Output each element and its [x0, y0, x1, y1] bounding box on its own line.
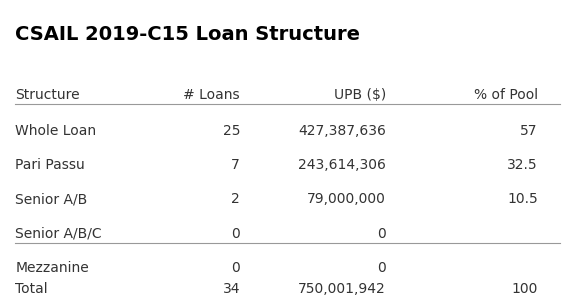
Text: 57: 57 [520, 124, 538, 138]
Text: # Loans: # Loans [184, 88, 240, 102]
Text: % of Pool: % of Pool [474, 88, 538, 102]
Text: 750,001,942: 750,001,942 [298, 282, 386, 296]
Text: 100: 100 [511, 282, 538, 296]
Text: CSAIL 2019-C15 Loan Structure: CSAIL 2019-C15 Loan Structure [15, 25, 360, 44]
Text: 2: 2 [231, 192, 240, 206]
Text: 7: 7 [231, 158, 240, 172]
Text: 0: 0 [377, 261, 386, 275]
Text: Total: Total [15, 282, 48, 296]
Text: 10.5: 10.5 [507, 192, 538, 206]
Text: 25: 25 [222, 124, 240, 138]
Text: Whole Loan: Whole Loan [15, 124, 96, 138]
Text: Senior A/B: Senior A/B [15, 192, 88, 206]
Text: 32.5: 32.5 [507, 158, 538, 172]
Text: Pari Passu: Pari Passu [15, 158, 85, 172]
Text: Mezzanine: Mezzanine [15, 261, 89, 275]
Text: 243,614,306: 243,614,306 [298, 158, 386, 172]
Text: 0: 0 [231, 261, 240, 275]
Text: 79,000,000: 79,000,000 [307, 192, 386, 206]
Text: Structure: Structure [15, 88, 80, 102]
Text: 0: 0 [231, 227, 240, 241]
Text: 0: 0 [377, 227, 386, 241]
Text: UPB ($): UPB ($) [334, 88, 386, 102]
Text: 427,387,636: 427,387,636 [298, 124, 386, 138]
Text: Senior A/B/C: Senior A/B/C [15, 227, 102, 241]
Text: 34: 34 [222, 282, 240, 296]
